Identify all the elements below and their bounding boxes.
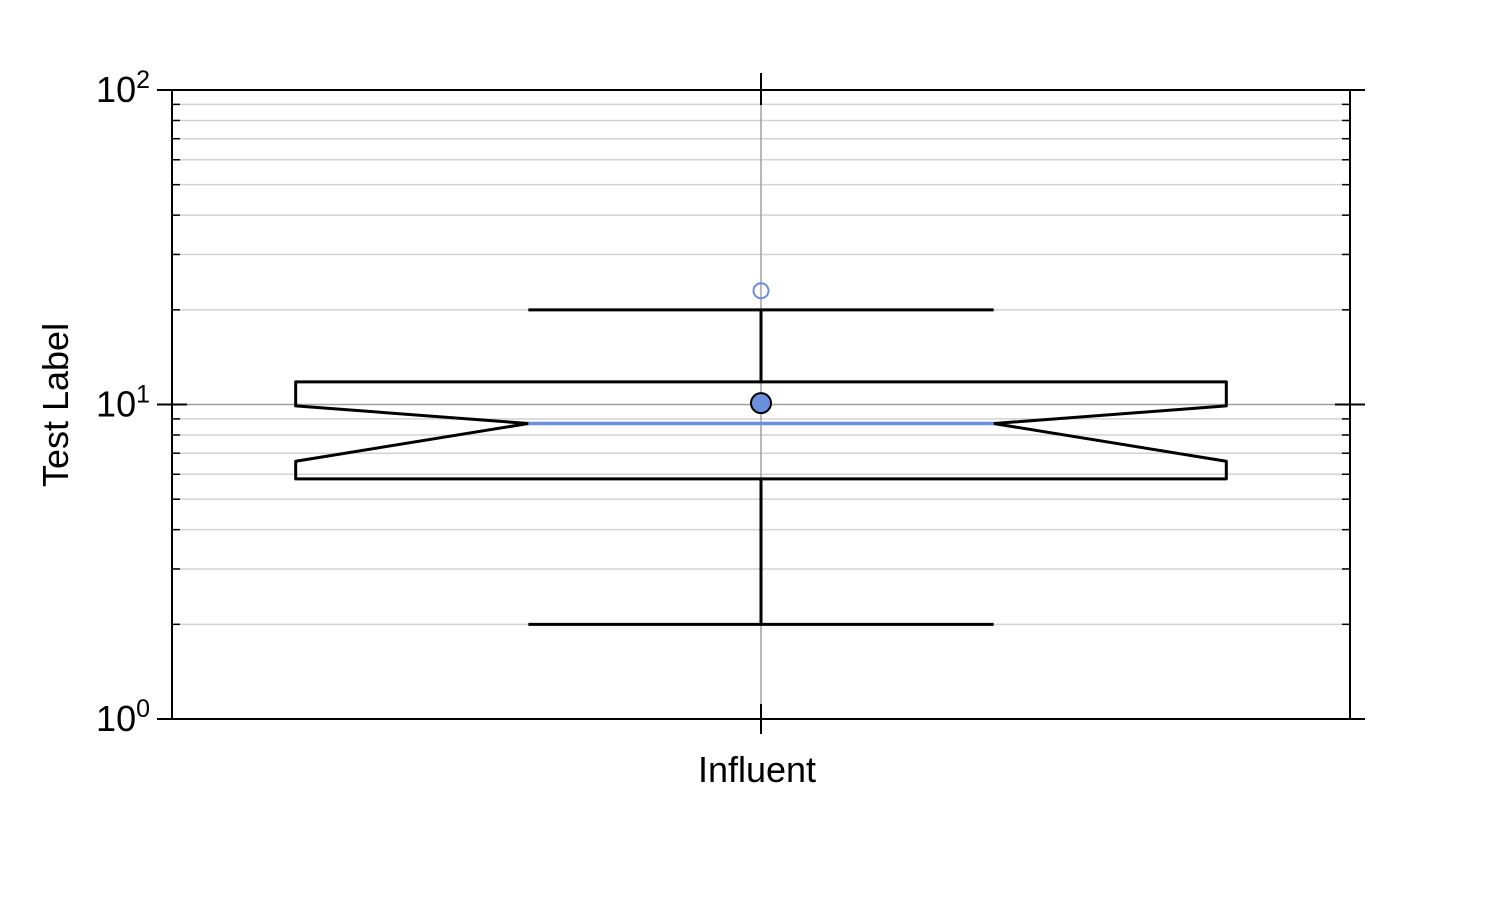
mean-marker	[750, 392, 772, 415]
x-tick-label: Influent	[698, 749, 816, 790]
axes: 100 101 102 Influent	[96, 66, 1365, 790]
y-axis-label: Test Label	[35, 323, 76, 487]
y-tick-label: 102	[96, 66, 150, 110]
box-layer	[294, 282, 1228, 626]
y-tick-label: 100	[96, 695, 150, 739]
outlier-point	[752, 282, 770, 300]
y-tick-label: 101	[96, 381, 150, 425]
notched-box	[294, 380, 1228, 481]
